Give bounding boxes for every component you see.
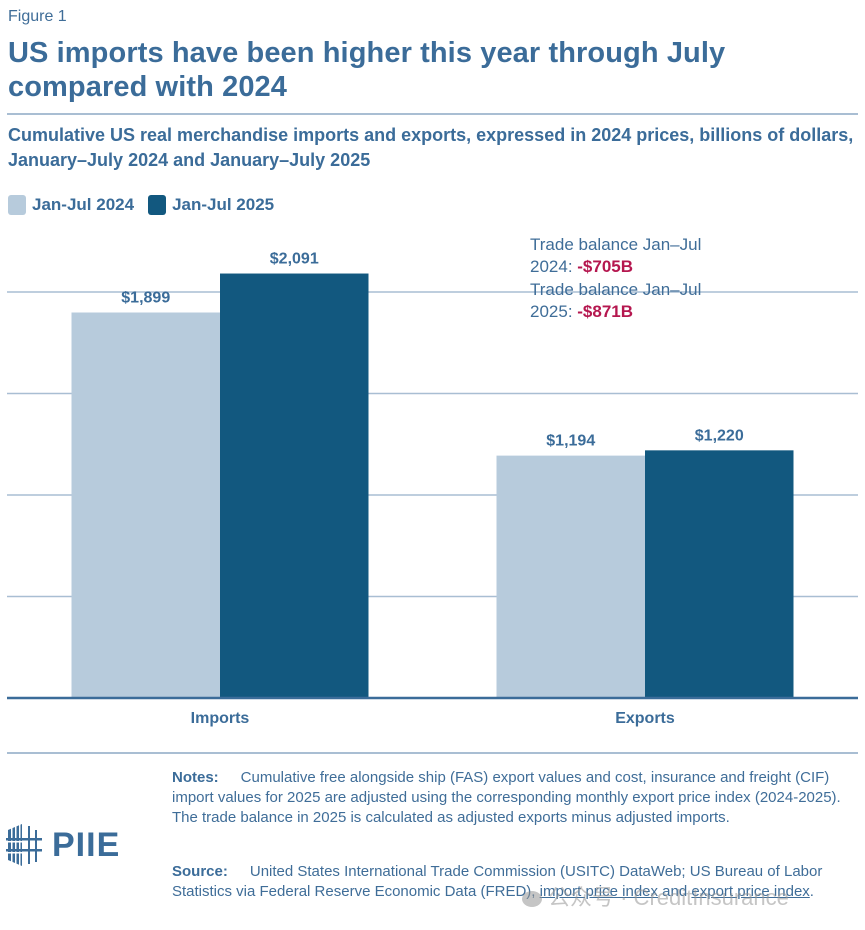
footer-divider (7, 752, 858, 754)
chart-title: US imports have been higher this year th… (8, 37, 726, 103)
bar-imports-2024 (71, 312, 220, 698)
bar-exports-2025 (645, 450, 794, 698)
building-logo-icon (6, 824, 42, 866)
annotation-2024-prefix: Trade balance Jan–Jul (530, 235, 702, 254)
title-divider (7, 113, 858, 115)
source-text: United States International Trade Commis… (172, 863, 823, 900)
source-label: Source: (172, 863, 228, 880)
source-middle: and (658, 883, 692, 900)
legend-item-2025: Jan-Jul 2025 (148, 195, 274, 215)
piie-logo: PIIE (6, 822, 120, 868)
data-label-imports-2024: $1,899 (121, 290, 170, 307)
chart-subtitle: Cumulative US real merchandise imports a… (8, 125, 854, 170)
legend-item-2024: Jan-Jul 2024 (8, 195, 134, 215)
x-tick-label-imports: Imports (191, 710, 250, 727)
data-label-exports-2024: $1,194 (546, 433, 595, 450)
legend: Jan-Jul 2024 Jan-Jul 2025 (8, 195, 288, 215)
figure-label: Figure 1 (8, 8, 67, 25)
notes-text: Cumulative free alongside ship (FAS) exp… (172, 769, 841, 826)
annotation-2024-year: 2024: (530, 257, 578, 276)
x-tick-label-exports: Exports (615, 710, 675, 727)
annotation-2025-value: -$871B (577, 302, 634, 321)
bar-exports-2024 (496, 455, 645, 698)
annotation-2024-value: -$705B (577, 257, 634, 276)
export-price-index-link[interactable]: export price index (691, 883, 810, 900)
notes: Notes: Cumulative free alongside ship (FA… (172, 768, 844, 828)
annotation-2025-year: 2025: (530, 302, 578, 321)
bar-imports-2025 (220, 273, 369, 698)
bar-chart: $1,899 $2,091 Imports $1,194 $1,220 Exports (7, 251, 858, 727)
logo-text: PIIE (52, 825, 121, 864)
trade-balance-2025-annotation: Trade balance Jan–Jul 2025: -$871B (530, 279, 770, 323)
source: Source: United States International Trade… (172, 862, 844, 902)
notes-label: Notes: (172, 769, 219, 786)
legend-label-2025: Jan-Jul 2025 (172, 195, 275, 214)
annotation-2025-prefix: Trade balance Jan–Jul (530, 280, 702, 299)
legend-swatch-2025 (148, 195, 167, 215)
import-price-index-link[interactable]: import price index (539, 883, 659, 900)
trade-balance-2024-annotation: Trade balance Jan–Jul 2024: -$705B (530, 234, 770, 278)
data-label-imports-2025: $2,091 (270, 251, 319, 268)
legend-label-2024: Jan-Jul 2024 (32, 195, 135, 214)
data-label-exports-2025: $1,220 (695, 427, 744, 444)
source-end: . (809, 883, 814, 900)
legend-swatch-2024 (8, 195, 26, 215)
